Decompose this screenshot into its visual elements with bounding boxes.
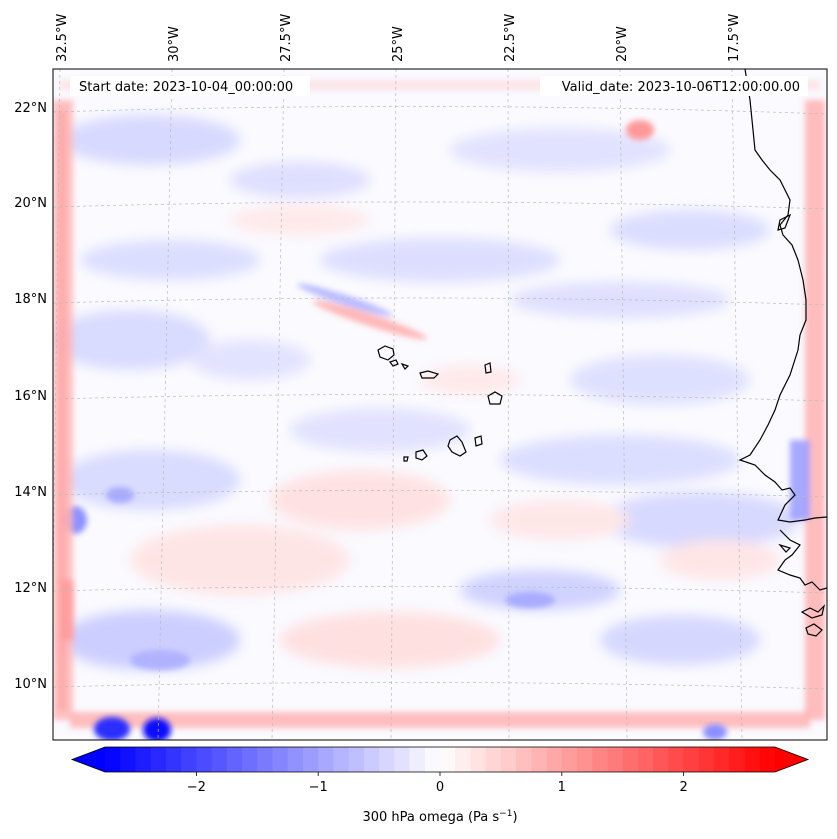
lat-label-10n: 10°N: [14, 677, 47, 692]
colorbar-cell: [668, 747, 685, 772]
gridlines: [53, 69, 827, 740]
colorbar-cell: [622, 747, 639, 772]
coastlines: [377, 69, 827, 637]
colorbar-cell: [698, 747, 715, 772]
colorbar-cell: [759, 747, 776, 772]
colorbar-cell: [637, 747, 654, 772]
colorbar-cell: [744, 747, 761, 772]
lat-label-16n: 16°N: [14, 389, 47, 404]
colorbar-label: 300 hPa omega (Pa s−1): [362, 809, 517, 825]
lon-label-22-5w: 22.5°W: [503, 14, 518, 62]
colorbar-cell: [409, 747, 426, 772]
colorbar-cell: [257, 747, 273, 772]
colorbar-cell: [318, 747, 334, 772]
colorbar-cell: [105, 747, 121, 772]
colorbar-cell: [272, 747, 289, 772]
valid-date-label: Valid_date: 2023-10-06T12:00:00.00: [562, 80, 800, 95]
colorbar-cell: [181, 747, 197, 772]
colorbar-cell: [211, 747, 228, 772]
colorbar-cell: [424, 747, 441, 772]
colorbar-tick-label: 2: [679, 780, 687, 795]
colorbar-cell: [714, 747, 730, 772]
colorbar-cell: [546, 747, 563, 772]
colorbar-cell: [516, 747, 532, 772]
lat-label-22n: 22°N: [14, 101, 47, 116]
colorbar-cell: [363, 747, 380, 772]
colorbar-tick-label: −2: [187, 780, 206, 795]
colorbar-cell: [302, 747, 319, 772]
colorbar-tick-label: −1: [309, 780, 328, 795]
lat-label-20n: 20°N: [14, 196, 47, 211]
colorbar-tick-label: 1: [558, 780, 566, 795]
colorbar-cell: [592, 747, 608, 772]
colorbar-cell: [287, 747, 304, 772]
colorbar-cell: [653, 747, 669, 772]
colorbar-cell: [455, 747, 471, 772]
colorbar-extend-max: [775, 747, 808, 772]
lat-label-12n: 12°N: [14, 581, 47, 596]
colorbar-cell: [470, 747, 487, 772]
colorbar-tick-label: 0: [436, 780, 444, 795]
colorbar-cell: [165, 747, 182, 772]
colorbar-cell: [150, 747, 167, 772]
colorbar-cell: [226, 747, 243, 772]
colorbar-cell: [500, 747, 517, 772]
lon-label-27-5w: 27.5°W: [279, 14, 294, 62]
colorbar-cell: [577, 747, 593, 772]
colorbar-cell: [379, 747, 395, 772]
lon-label-17-5w: 17.5°W: [727, 14, 742, 62]
lon-label-20w: 20°W: [615, 26, 630, 62]
colorbar-cell: [440, 747, 456, 772]
lon-label-25w: 25°W: [391, 26, 406, 62]
colorbar-cell: [333, 747, 350, 772]
lon-label-30w: 30°W: [167, 26, 182, 62]
colorbar-cell: [729, 747, 746, 772]
colorbar-cell: [242, 747, 258, 772]
colorbar-cell: [348, 747, 365, 772]
colorbar-cell: [485, 747, 502, 772]
lat-label-14n: 14°N: [14, 485, 47, 500]
colorbar-cell: [394, 747, 411, 772]
colorbar-cell: [196, 747, 213, 772]
colorbar-cell: [531, 747, 548, 772]
lat-label-18n: 18°N: [14, 292, 47, 307]
map-frame: [52, 68, 828, 741]
colorbar-extend-min: [72, 747, 105, 772]
colorbar-cell: [607, 747, 624, 772]
colorbar-cell: [135, 747, 152, 772]
lon-label-32-5w: 32.5°W: [55, 14, 70, 62]
omega-field: [53, 69, 827, 740]
colorbar-cell: [561, 747, 578, 772]
colorbar-cell: [683, 747, 700, 772]
start-date-label: Start date: 2023-10-04_00:00:00: [79, 80, 293, 95]
colorbar: −2 −1 0 1 2: [70, 746, 810, 795]
start-date-box: [70, 76, 310, 96]
valid-date-box: [540, 76, 808, 96]
colorbar-cell: [120, 747, 136, 772]
